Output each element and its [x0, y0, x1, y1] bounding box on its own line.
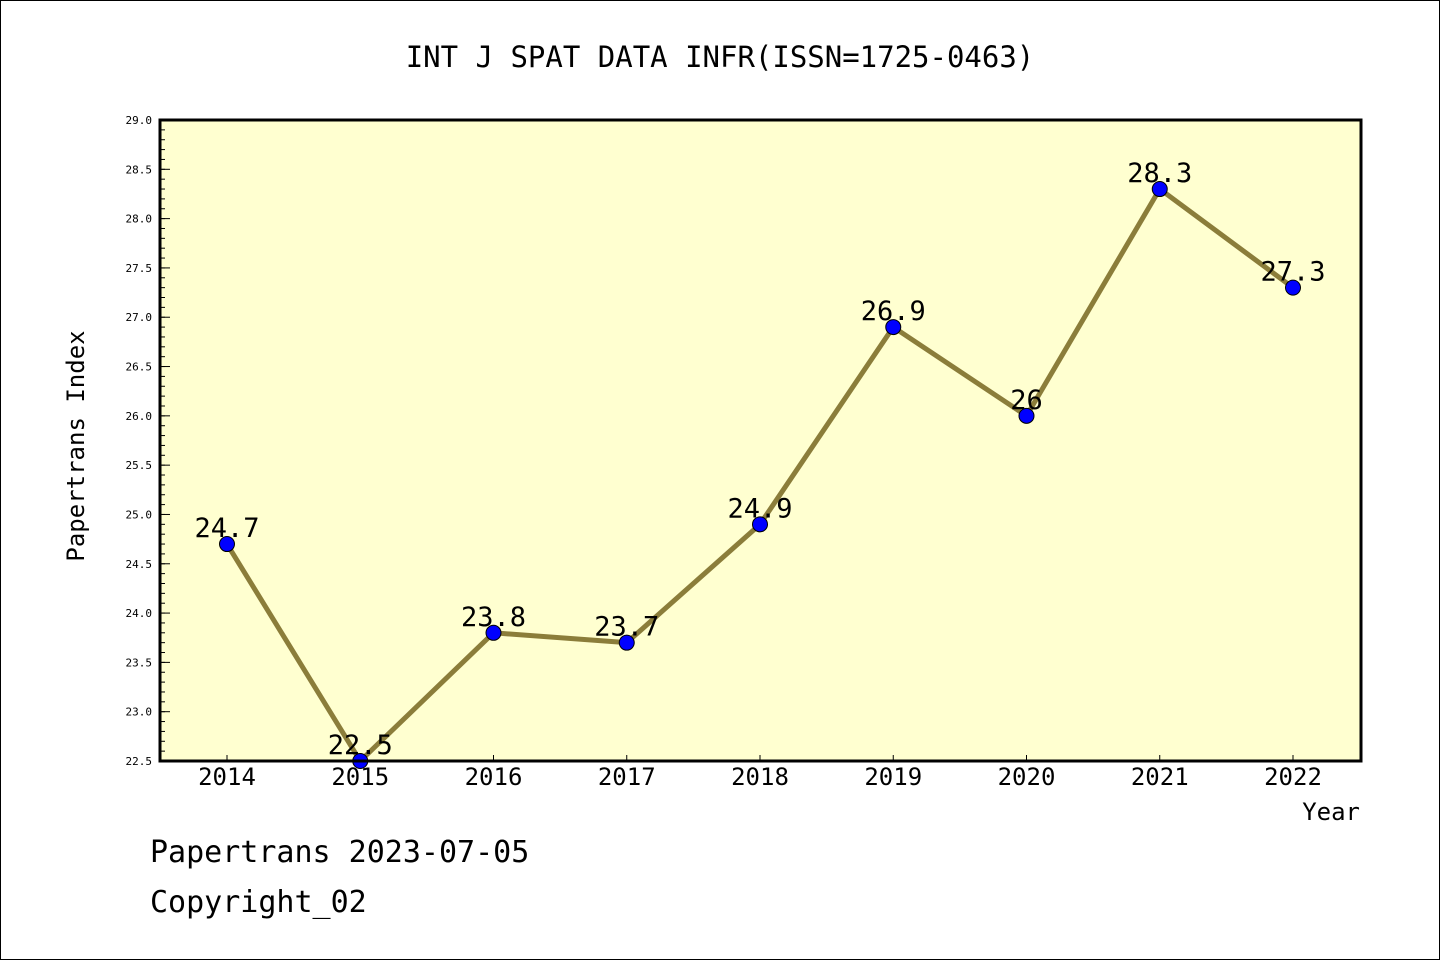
- x-tick-label: 2014: [198, 763, 256, 791]
- footer-date: Papertrans 2023-07-05: [150, 835, 530, 870]
- y-axis-label: Papertrans Index: [62, 330, 90, 561]
- y-tick-label: 25.0: [126, 508, 153, 521]
- data-label: 22.5: [328, 730, 393, 761]
- y-tick-label: 23.0: [126, 706, 153, 719]
- data-point: [618, 634, 635, 651]
- x-tick-label: 2019: [864, 763, 922, 791]
- data-labels: 24.7 22.5 23.8 23.7 24.9 26.9 26 28.3 27.3: [194, 158, 1325, 761]
- x-tick-label: 2016: [465, 763, 523, 791]
- data-point: [885, 319, 902, 336]
- plot-area: [160, 120, 1361, 761]
- x-tick-label: 2020: [998, 763, 1056, 791]
- data-label: 23.7: [594, 612, 659, 643]
- y-tick-label: 27.0: [126, 311, 153, 324]
- y-tick-label: 22.5: [126, 755, 153, 768]
- data-point: [1151, 181, 1168, 198]
- data-point: [485, 624, 502, 641]
- chart-title: INT J SPAT DATA INFR(ISSN=1725-0463): [406, 40, 1035, 74]
- y-tick-label: 26.5: [126, 361, 153, 374]
- x-axis-ticks: 2014 2015 2016 2017 2018 2019 2020 2021 2022: [198, 755, 1322, 791]
- data-label: 24.7: [194, 513, 259, 544]
- x-axis-label: Year: [1302, 798, 1360, 826]
- x-tick-label: 2017: [598, 763, 656, 791]
- y-tick-label: 26.0: [126, 410, 153, 423]
- x-tick-label: 2022: [1264, 763, 1322, 791]
- data-label: 26.9: [861, 296, 926, 327]
- y-tick-label: 27.5: [126, 262, 153, 275]
- data-label: 26: [1010, 385, 1043, 416]
- data-label: 27.3: [1260, 257, 1325, 288]
- plot-border: [158, 118, 1363, 763]
- data-point: [752, 516, 768, 533]
- x-tick-label: 2021: [1131, 763, 1189, 791]
- y-tick-label: 23.5: [126, 656, 153, 669]
- y-tick-label: 29.0: [126, 114, 153, 127]
- y-tick-label: 24.5: [126, 558, 153, 571]
- y-tick-label: 24.0: [126, 607, 153, 620]
- footer-copyright: Copyright_02: [150, 885, 367, 920]
- data-label: 28.3: [1127, 158, 1192, 189]
- data-point: [219, 536, 235, 553]
- y-tick-label: 28.0: [126, 213, 153, 226]
- data-label: 24.9: [727, 493, 792, 524]
- data-label: 23.8: [461, 602, 526, 633]
- y-axis-ticks: 22.5 23.0 23.5 24.0 24.5 25.0 25.5 26.0 26.5 27.0…: [126, 114, 170, 768]
- data-point: [1018, 407, 1035, 424]
- data-point: [1285, 279, 1301, 296]
- x-tick-label: 2018: [731, 763, 789, 791]
- y-tick-label: 25.5: [126, 459, 153, 472]
- y-tick-label: 28.5: [126, 163, 153, 176]
